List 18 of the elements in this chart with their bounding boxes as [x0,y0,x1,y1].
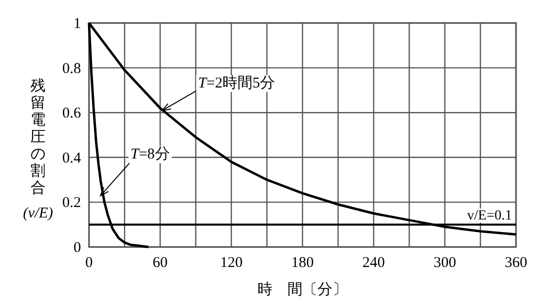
x-tick-label: 0 [85,255,93,271]
ref-line-label: v/E=0.1 [467,208,512,224]
y-tick-label: 0.4 [62,150,82,166]
y-tick-label: 0 [74,240,81,256]
x-tick-label: 180 [291,255,314,271]
x-tick-label: 120 [220,255,243,271]
y-tick-label: 0.8 [62,60,81,77]
annotation: T=8分 [130,146,170,164]
annotation: T=2時間5分 [198,75,275,92]
x-axis-title: 時 間〔分〕 [258,281,348,298]
x-tick-label: 240 [362,255,385,271]
x-tick-label: 60 [152,255,168,271]
y-axis-title: 残留電圧の割合(v/E) [23,78,53,222]
y-tick-label: 0.6 [62,106,82,122]
x-tick-label: 300 [434,255,456,271]
y-tick-label: 0.2 [62,195,81,212]
y-tick-label: 1 [74,16,81,32]
x-tick-label: 360 [504,255,528,271]
